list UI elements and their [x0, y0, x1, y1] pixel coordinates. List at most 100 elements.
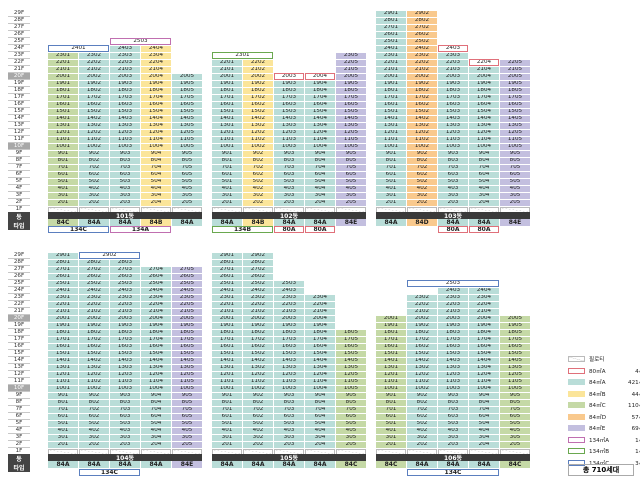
unit-cell: 404 [305, 185, 335, 192]
unit-cell: 604 [469, 413, 499, 420]
type-cell: 84A [469, 461, 499, 468]
unit-cell: 2803 [110, 259, 140, 266]
unit-cell: 1501 [212, 350, 242, 357]
unit-cell: 205 [500, 441, 530, 448]
secondary-type-cell: 80A [469, 226, 499, 233]
unit-cell: 1604 [141, 101, 171, 108]
unit-cell: 1604 [305, 343, 335, 350]
unit-cell: 1903 [110, 322, 140, 329]
unit-cell: 2602 [79, 273, 109, 280]
unit-cell: 701 [376, 406, 406, 413]
unit-cell: 2103 [438, 308, 468, 315]
unit-cell: 1004 [141, 143, 171, 150]
unit-cell: 904 [141, 392, 171, 399]
unit-cell: 2202 [407, 301, 437, 308]
unit-cell: 2902 [243, 252, 273, 259]
unit-cell: 1701 [376, 94, 406, 101]
unit-cell: 1902 [407, 80, 437, 87]
unit-cell: 1402 [79, 115, 109, 122]
unit-cell: 1003 [438, 143, 468, 150]
unit-cell: 2004 [305, 315, 335, 322]
unit-cell: 405 [172, 185, 202, 192]
unit-cell: 301 [376, 434, 406, 441]
unit-cell: 2302 [243, 294, 273, 301]
legend-item: 80㎡A 4세대 [568, 366, 640, 376]
unit-cell: 1304 [469, 122, 499, 129]
unit-cell: 1503 [110, 350, 140, 357]
unit-cell: 1202 [407, 371, 437, 378]
unit-cell: 805 [172, 399, 202, 406]
unit-cell: 2101 [212, 308, 242, 315]
unit-cell: 2604 [141, 273, 171, 280]
unit-cell: 504 [141, 178, 171, 185]
unit-cell: 1703 [438, 336, 468, 343]
unit-cell: 1104 [141, 136, 171, 143]
unit-cell: 304 [141, 434, 171, 441]
unit-cell: 502 [243, 178, 273, 185]
unit-cell: 2003 [110, 73, 140, 80]
unit-cell: 1604 [305, 101, 335, 108]
floor-label: 25F [8, 38, 30, 45]
unit-cell: 903 [110, 392, 140, 399]
unit-cell: 1602 [79, 101, 109, 108]
unit-cell: 805 [500, 157, 530, 164]
unit-cell: 1202 [79, 371, 109, 378]
unit-cell: 1002 [243, 143, 273, 150]
unit-cell: 1401 [376, 115, 406, 122]
unit-cell: 1401 [212, 115, 242, 122]
unit-cell: 1705 [500, 94, 530, 101]
unit-cell: 1301 [212, 122, 242, 129]
unit-cell: 503 [438, 178, 468, 185]
unit-cell: 304 [141, 192, 171, 199]
legend-swatch [568, 448, 585, 454]
unit-cell: 804 [305, 157, 335, 164]
floor-label: 27F [8, 266, 30, 273]
unit-cell: 1405 [500, 115, 530, 122]
unit-cell: 2102 [79, 66, 109, 73]
unit-cell: 1603 [438, 101, 468, 108]
unit-cell: 2503 [274, 280, 304, 287]
unit-cell: 902 [407, 392, 437, 399]
floor-label: 3F [8, 434, 30, 441]
floor-label: 19F [8, 322, 30, 329]
unit-cell: 2005 [500, 73, 530, 80]
legend-swatch [568, 459, 585, 466]
unit-cell: 1205 [336, 129, 366, 136]
unit-cell: 701 [48, 164, 78, 171]
unit-cell: 303 [110, 434, 140, 441]
unit-cell: 1904 [141, 80, 171, 87]
unit-cell: 1701 [48, 94, 78, 101]
unit-cell: 1303 [438, 364, 468, 371]
unit-cell: 1003 [110, 143, 140, 150]
unit-cell: 1305 [172, 364, 202, 371]
unit-cell: 1402 [407, 357, 437, 364]
unit-cell: 1001 [376, 385, 406, 392]
legend-swatch [568, 436, 585, 443]
type-cell: 84A [79, 219, 109, 226]
unit-cell: 905 [336, 392, 366, 399]
unit-cell: 2203 [110, 301, 140, 308]
unit-cell: 601 [212, 171, 242, 178]
unit-cell: 404 [141, 427, 171, 434]
unit-cell: 503 [110, 178, 140, 185]
unit-cell: 1003 [110, 385, 140, 392]
type-cell: 84B [243, 219, 273, 226]
building-name: 101동 [48, 212, 202, 220]
unit-cell: 1201 [48, 371, 78, 378]
unit-cell: 2103 [110, 66, 140, 73]
unit-cell: 604 [305, 413, 335, 420]
type-cell: 84A [48, 461, 78, 468]
unit-cell: 1703 [110, 336, 140, 343]
type-label: 타입 [8, 463, 30, 472]
floor-label: 17F [8, 336, 30, 343]
unit-cell: 1303 [274, 122, 304, 129]
floor-label: 21F [8, 308, 30, 315]
unit-cell: 603 [274, 171, 304, 178]
penthouse-unit: 2204 [469, 59, 499, 66]
unit-cell: 905 [172, 392, 202, 399]
unit-cell: 2202 [243, 59, 273, 66]
unit-cell: 705 [500, 406, 530, 413]
floor-label: 15F [8, 108, 30, 115]
unit-cell: 1702 [243, 336, 273, 343]
unit-cell: 1005 [500, 385, 530, 392]
